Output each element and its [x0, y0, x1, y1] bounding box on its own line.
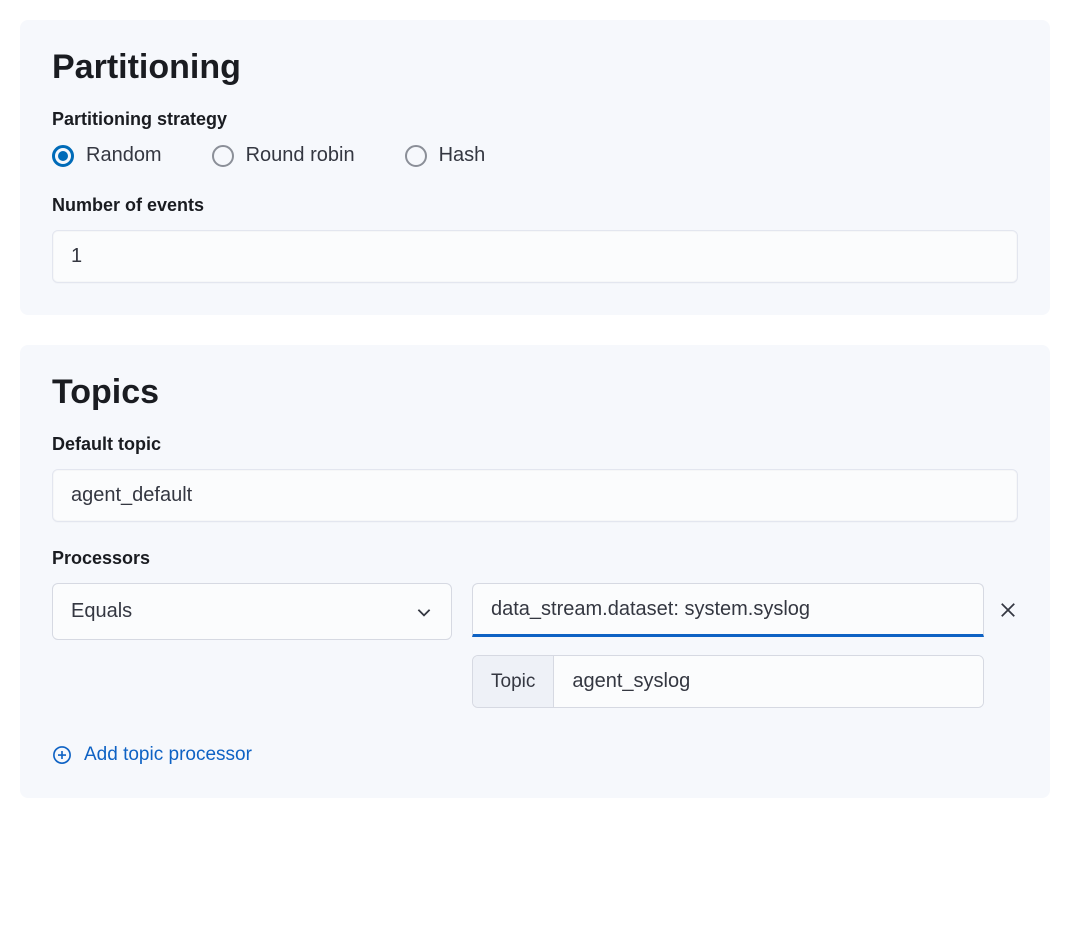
radio-label: Random [86, 144, 162, 167]
radio-icon [52, 145, 74, 167]
processor-condition-row [472, 583, 1018, 637]
strategy-radio-roundrobin[interactable]: Round robin [212, 144, 355, 167]
add-topic-processor-button[interactable]: Add topic processor [52, 744, 252, 766]
processor-topic-box: Topic [472, 655, 984, 708]
strategy-radio-random[interactable]: Random [52, 144, 162, 167]
default-topic-input[interactable] [52, 469, 1018, 522]
events-input[interactable] [52, 230, 1018, 283]
default-topic-label: Default topic [52, 434, 1018, 455]
topics-panel: Topics Default topic Processors Equals T… [20, 345, 1050, 798]
partitioning-title: Partitioning [52, 48, 1018, 87]
processors-label: Processors [52, 548, 1018, 569]
processors-field: Processors Equals Topic [52, 548, 1018, 766]
radio-icon [212, 145, 234, 167]
processor-condition-input[interactable] [472, 583, 984, 637]
strategy-label: Partitioning strategy [52, 109, 1018, 130]
events-label: Number of events [52, 195, 1018, 216]
add-topic-processor-label: Add topic processor [84, 744, 252, 766]
strategy-radio-hash[interactable]: Hash [405, 144, 486, 167]
operator-value: Equals [71, 600, 132, 623]
events-field: Number of events [52, 195, 1018, 283]
partitioning-panel: Partitioning Partitioning strategy Rando… [20, 20, 1050, 315]
radio-icon [405, 145, 427, 167]
chevron-down-icon [415, 603, 433, 621]
topics-title: Topics [52, 373, 1018, 412]
close-icon[interactable] [998, 600, 1018, 620]
processor-row: Equals Topic [52, 583, 1018, 708]
default-topic-field: Default topic [52, 434, 1018, 522]
topic-prefix-label: Topic [473, 656, 554, 707]
radio-label: Round robin [246, 144, 355, 167]
strategy-radio-group: Random Round robin Hash [52, 144, 1018, 167]
processor-operator-select[interactable]: Equals [52, 583, 452, 640]
radio-label: Hash [439, 144, 486, 167]
plus-circle-icon [52, 745, 72, 765]
processor-topic-input[interactable] [554, 656, 983, 707]
strategy-field: Partitioning strategy Random Round robin… [52, 109, 1018, 167]
